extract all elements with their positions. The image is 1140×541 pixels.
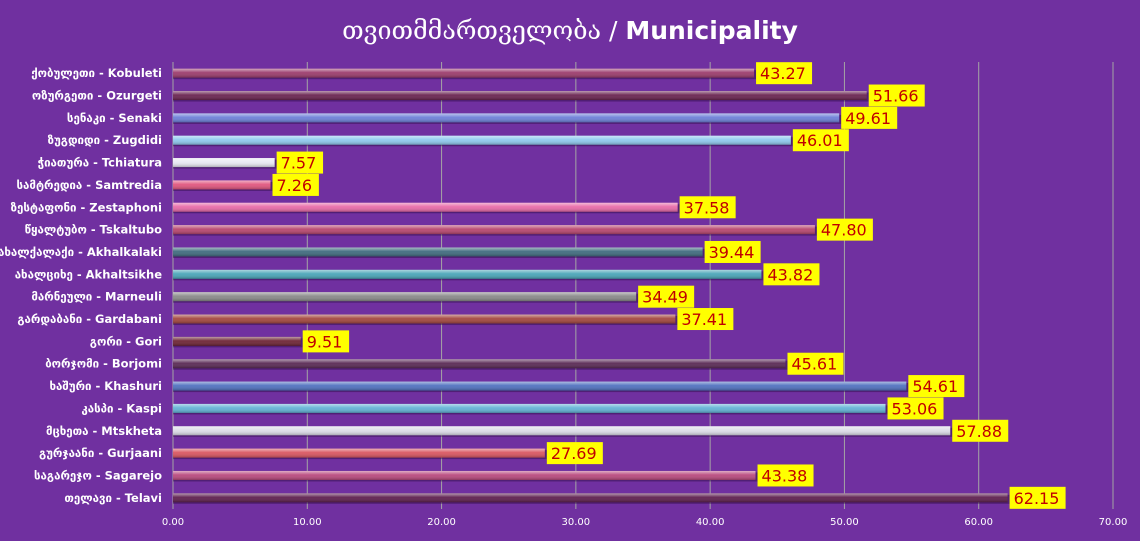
value-label: 53.06 (892, 399, 938, 418)
value-label-box (276, 151, 324, 174)
category-label: მარნეული - Marneuli (31, 290, 162, 304)
bar-highlight (173, 269, 762, 279)
value-label-box (638, 285, 695, 308)
category-label: თელავი - Telavi (64, 491, 162, 505)
x-tick-label: 20.00 (427, 517, 456, 528)
category-label: გარდაბანი - Gardabani (17, 312, 162, 326)
value-label-box (756, 62, 813, 85)
category-label: ოზურგეთი - Ozurgeti (32, 89, 162, 103)
category-label: ზესტაფონი - Zestaphoni (11, 200, 162, 214)
value-label-box (952, 419, 1009, 442)
category-label: სენაკი - Senaki (67, 111, 162, 125)
x-axis-ticks: 0.00 10.00 20.00 30.00 40.00 50.00 60.00 70.00 (162, 517, 1127, 528)
bar-highlight (173, 158, 275, 168)
value-label: 37.58 (684, 198, 730, 217)
value-label: 47.80 (821, 221, 867, 240)
category-labels: ქობულეთი - Kobuleti ოზურგეთი - Ozurgeti სე… (0, 66, 162, 505)
category-label: კასპი - Kaspi (81, 401, 162, 415)
bar-highlight (173, 135, 791, 145)
value-label: 54.61 (912, 377, 958, 396)
category-label: ზუგდიდი - Zugdidi (48, 133, 162, 147)
category-label: ჭიათურა - Tchiatura (38, 156, 162, 170)
bars (173, 68, 1010, 504)
value-label: 9.51 (307, 332, 343, 351)
bar-highlight (173, 247, 703, 257)
category-label: წყალტუბო - Tskaltubo (25, 223, 162, 237)
x-tick-label: 60.00 (964, 517, 993, 528)
x-tick-label: 50.00 (830, 517, 859, 528)
value-label-box (546, 442, 603, 465)
category-label: ახალციხე - Akhaltsikhe (15, 267, 163, 281)
category-label: საგარეჯო - Sagarejo (34, 468, 162, 482)
gridlines (172, 62, 1114, 509)
value-label-box (677, 308, 734, 331)
bar-highlight (173, 202, 678, 212)
x-tick-label: 30.00 (562, 517, 591, 528)
value-label: 45.61 (791, 355, 837, 374)
bar-highlight (173, 113, 840, 123)
category-label: გორი - Gori (90, 334, 162, 348)
value-label: 27.69 (551, 444, 597, 463)
x-tick-label: 40.00 (696, 517, 725, 528)
value-label: 62.15 (1014, 489, 1060, 508)
x-tick-label: 0.00 (162, 517, 184, 528)
bar-highlight (173, 448, 545, 458)
bar-highlight (173, 381, 907, 391)
value-label-box (302, 330, 350, 353)
category-label: ქობულეთი - Kobuleti (31, 66, 162, 80)
bar-highlight (173, 336, 301, 346)
bar-highlight (173, 493, 1008, 503)
chart-title-english: Municipality (625, 16, 798, 45)
value-label-box (841, 106, 898, 129)
category-label: გურჯაანი - Gurjaani (39, 446, 162, 460)
value-label: 43.82 (767, 265, 813, 284)
value-label: 7.26 (276, 176, 312, 195)
value-label: 34.49 (642, 288, 688, 307)
bar-highlight (173, 403, 886, 413)
value-label: 46.01 (797, 131, 843, 150)
x-tick-label: 70.00 (1099, 517, 1128, 528)
bar-highlight (173, 91, 867, 101)
bar-highlight (173, 180, 271, 190)
value-label-box (757, 464, 814, 487)
category-label: ბორჯომი - Borjomi (45, 357, 162, 371)
value-label-box (908, 375, 965, 398)
bar-highlight (173, 292, 637, 302)
value-label: 49.61 (845, 109, 891, 128)
x-tick-label: 10.00 (293, 517, 322, 528)
bar-highlight (173, 359, 786, 369)
value-label-box (816, 218, 873, 241)
value-label-box (679, 196, 736, 219)
value-label-box (787, 352, 844, 375)
category-label: სამტრედია - Samtredia (17, 178, 163, 192)
chart-title: თვითმმართველობა / Municipality (342, 16, 798, 45)
category-label: მცხეთა - Mtskheta (46, 424, 162, 438)
bar-highlight (173, 68, 755, 78)
value-label-box (704, 240, 761, 263)
chart-title-georgian: თვითმმართველობა (342, 16, 601, 45)
bar-highlight (173, 426, 951, 436)
value-label-box (1009, 486, 1066, 509)
chart-title-separator: / (601, 16, 625, 45)
value-label: 7.57 (281, 154, 317, 173)
bar-highlight (173, 314, 676, 324)
value-label-box (868, 84, 925, 107)
category-label: ახალქალაქი - Akhalkalaki (0, 245, 162, 259)
value-label: 57.88 (956, 422, 1002, 441)
value-label-box (792, 129, 849, 152)
value-label-box (763, 263, 820, 286)
bar-highlight (173, 470, 756, 480)
value-label-box (887, 397, 944, 420)
value-label: 37.41 (681, 310, 727, 329)
value-label: 43.38 (762, 466, 808, 485)
value-label: 51.66 (873, 87, 919, 106)
category-label: ხაშური - Khashuri (50, 379, 162, 393)
bar-highlight (173, 225, 815, 235)
value-label: 39.44 (709, 243, 755, 262)
value-label-box (272, 173, 319, 196)
value-label: 43.27 (760, 64, 806, 83)
